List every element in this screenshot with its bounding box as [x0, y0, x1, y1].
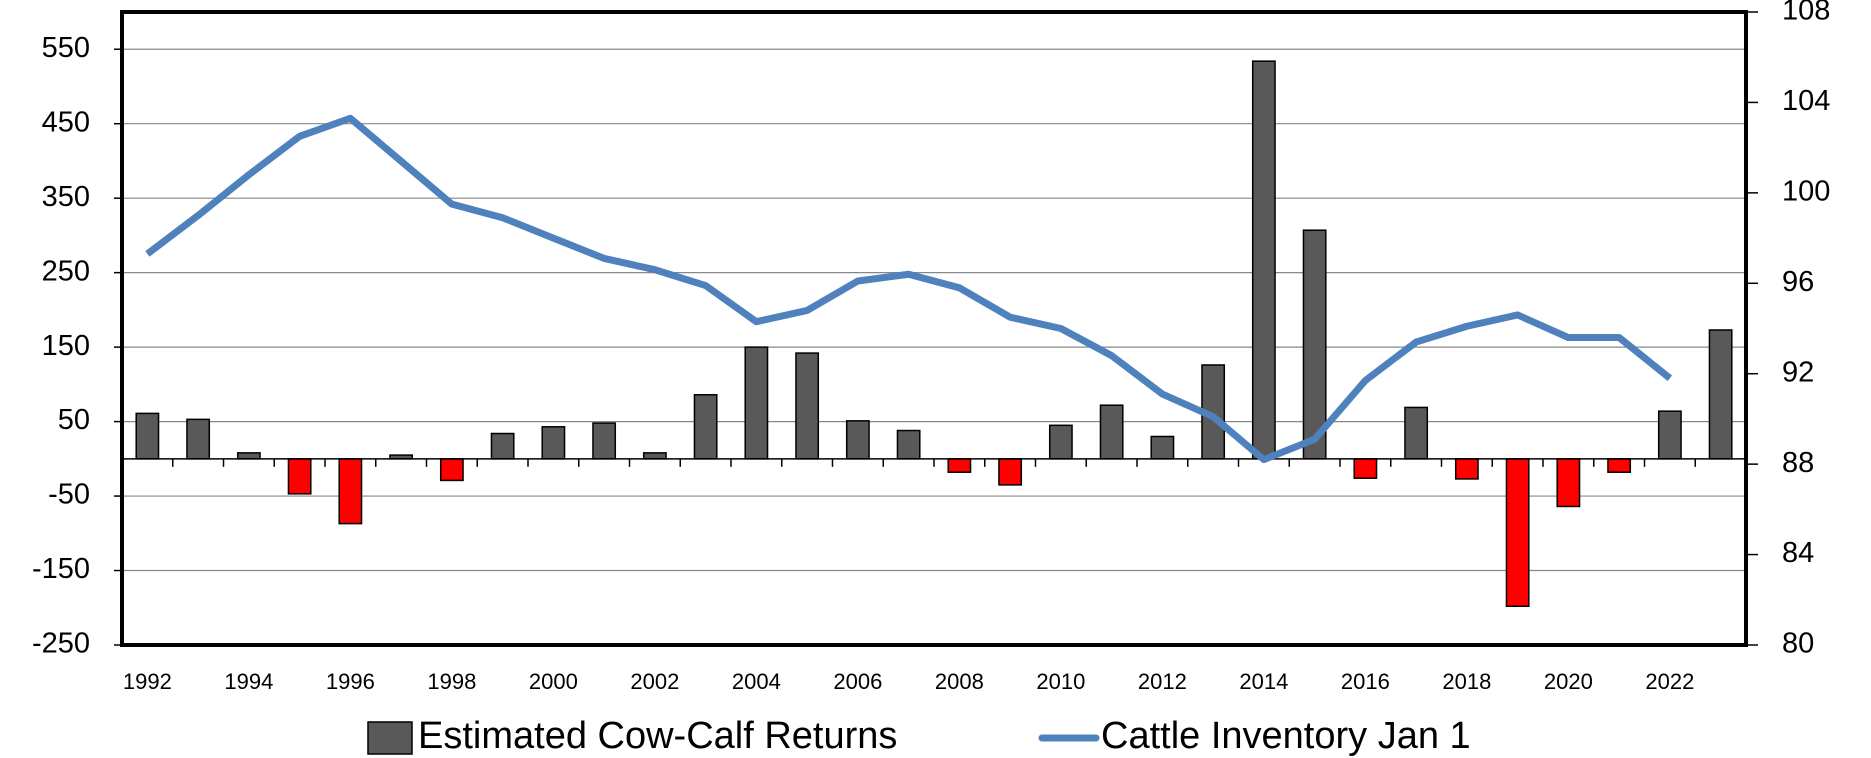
y-tick-label: -50	[48, 479, 90, 511]
x-tick-label: 2010	[1036, 669, 1085, 694]
x-tick-label: 1998	[427, 669, 476, 694]
bar	[186, 418, 211, 460]
bar	[1708, 329, 1733, 460]
legend-label: Estimated Cow-Calf Returns	[418, 715, 897, 757]
x-tick-label: 2006	[833, 669, 882, 694]
x-tick-label: 1994	[224, 669, 273, 694]
bar	[1556, 458, 1581, 508]
bar	[1657, 410, 1682, 460]
bar	[998, 458, 1023, 486]
y-tick-label: 550	[42, 32, 90, 64]
x-tick-label: 2022	[1645, 669, 1694, 694]
y2-tick-label: 92	[1782, 356, 1814, 388]
legend-swatch	[367, 721, 413, 755]
y-tick-label: 250	[42, 255, 90, 287]
bar	[439, 458, 464, 482]
bar	[1353, 458, 1378, 479]
x-tick-label: 2016	[1341, 669, 1390, 694]
y-tick-label: 150	[42, 330, 90, 362]
x-tick-label: 2020	[1544, 669, 1593, 694]
x-tick-label: 2004	[732, 669, 781, 694]
bar	[1302, 229, 1327, 460]
bar	[1404, 406, 1429, 460]
bar	[1099, 404, 1124, 460]
x-tick-label: 2014	[1239, 669, 1288, 694]
bar	[287, 458, 312, 495]
bar	[744, 346, 769, 460]
bar	[1454, 458, 1479, 480]
x-tick-label: 2018	[1442, 669, 1491, 694]
plot-frame	[120, 10, 1748, 647]
bar	[693, 394, 718, 460]
legend-label: Cattle Inventory Jan 1	[1101, 715, 1471, 757]
y2-tick-label: 88	[1782, 447, 1814, 479]
x-tick-label: 2008	[935, 669, 984, 694]
bar	[541, 426, 566, 460]
x-tick-label: 1996	[326, 669, 375, 694]
bar	[642, 452, 667, 460]
y2-tick-label: 84	[1782, 537, 1814, 569]
y2-tick-label: 104	[1782, 85, 1830, 117]
line	[145, 114, 1673, 464]
y-tick-label: 350	[42, 181, 90, 213]
y2-tick-label: 100	[1782, 176, 1830, 208]
x-tick-label: 2000	[529, 669, 578, 694]
y-tick-label: 50	[58, 404, 90, 436]
bar	[1505, 458, 1530, 608]
bar	[236, 452, 261, 460]
y2-tick-label: 108	[1782, 0, 1830, 27]
y-tick-label: -150	[32, 553, 90, 585]
bar	[1048, 424, 1073, 460]
bar	[1150, 435, 1175, 460]
x-tick-label: 2002	[630, 669, 679, 694]
y2-tick-label: 80	[1782, 628, 1814, 660]
bar	[490, 432, 515, 460]
y-tick-label: 450	[42, 106, 90, 138]
bar	[1607, 458, 1632, 473]
bar	[135, 412, 160, 460]
bar	[947, 458, 972, 473]
bar	[1251, 60, 1276, 460]
y2-tick-label: 96	[1782, 266, 1814, 298]
x-tick-label: 2012	[1138, 669, 1187, 694]
y-tick-label: -250	[32, 628, 90, 660]
x-tick-label: 1992	[123, 669, 172, 694]
bar	[795, 352, 820, 460]
bar	[845, 420, 870, 460]
bar	[896, 429, 921, 460]
bar	[592, 422, 617, 460]
bar	[338, 458, 363, 525]
